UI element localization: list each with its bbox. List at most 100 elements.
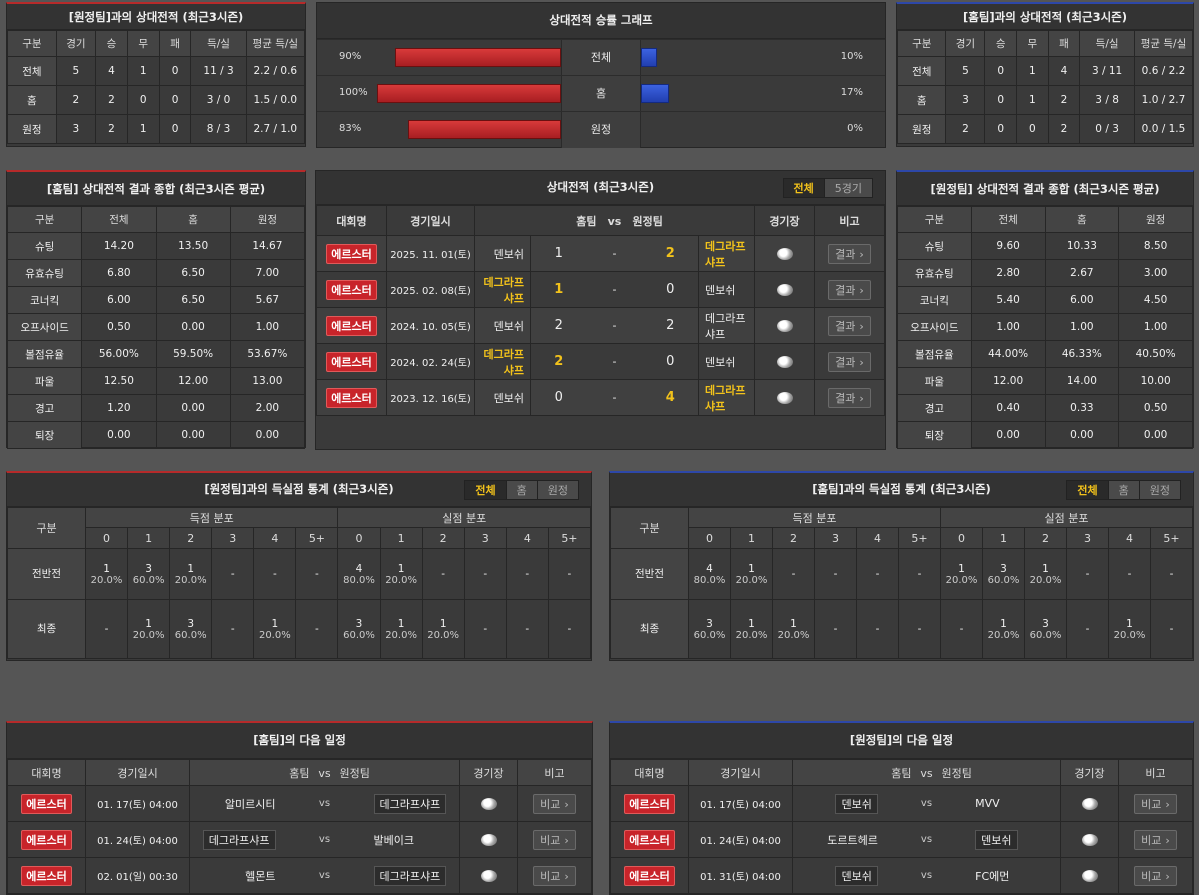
bucket-header: 1 xyxy=(379,527,423,549)
table-row: 오프사이드 0.50 0.00 1.00 xyxy=(6,313,306,341)
row-label: 슈팅 xyxy=(6,232,83,260)
dist-count: 1 xyxy=(790,617,797,630)
compare-button[interactable]: 비교 › xyxy=(533,829,576,850)
table-row: 오프사이드 1.00 1.00 1.00 xyxy=(897,313,1193,341)
tab-1[interactable]: 홈 xyxy=(1107,481,1139,499)
stadium-icon[interactable] xyxy=(480,870,497,882)
away-score: 2 xyxy=(642,235,699,272)
venue-cell xyxy=(1060,785,1119,822)
tab-0[interactable]: 전체 xyxy=(465,481,506,499)
column-header: 득/실 xyxy=(190,30,247,57)
result-button[interactable]: 결과 › xyxy=(828,387,871,408)
right-percent: 17% xyxy=(840,87,863,98)
note-cell: 비교 › xyxy=(517,857,592,894)
stadium-icon[interactable] xyxy=(1081,834,1098,846)
stat-cell: 2.00 xyxy=(229,394,306,422)
chevron-right-icon: › xyxy=(1165,833,1170,847)
dist-percent: 20.0% xyxy=(90,574,123,586)
header-row: 구분 득점 분포 실점 분포 xyxy=(610,507,1193,549)
dist-count: - xyxy=(441,568,446,580)
result-button[interactable]: 결과 › xyxy=(828,315,871,336)
result-button[interactable]: 결과 › xyxy=(828,243,871,264)
home-score: 1 xyxy=(530,235,587,272)
column-header: 무 xyxy=(126,30,160,57)
league-badge[interactable]: 에르스터 xyxy=(326,387,377,408)
dist-cell: - xyxy=(211,548,255,600)
league-badge[interactable]: 에르스터 xyxy=(21,829,72,850)
compare-button[interactable]: 비교 › xyxy=(1134,865,1177,886)
tab-2[interactable]: 원정 xyxy=(1138,481,1180,499)
dist-count: 3 xyxy=(355,617,363,630)
dist-row: 전반전 1 20.0% 3 60.0% 1 20.0% - - -4 80.0% 1 20.0% - - - - xyxy=(7,548,592,600)
league-badge[interactable]: 에르스터 xyxy=(624,793,675,814)
dist-cell: 1 20.0% xyxy=(379,599,423,659)
stat-cell: 9.60 xyxy=(970,232,1046,260)
league-badge[interactable]: 에르스터 xyxy=(624,829,675,850)
dist-cell: - xyxy=(547,599,592,659)
date-cell: 2024. 02. 24(토) xyxy=(386,343,475,380)
stat-cell: 0.00 xyxy=(155,394,231,422)
column-header: 대회명 xyxy=(7,759,86,786)
row-label: 최종 xyxy=(7,599,86,659)
away-team: 덴보쉬 xyxy=(698,271,755,308)
table-row: 전체 5 0 1 4 3 / 11 0.6 / 2.2 xyxy=(896,56,1194,86)
left-percent: 83% xyxy=(339,123,362,134)
chevron-right-icon: › xyxy=(859,391,864,405)
stat-cell: 12.50 xyxy=(81,367,157,395)
note-cell: 결과 › xyxy=(814,235,885,272)
dist-count: - xyxy=(875,623,880,635)
league-badge[interactable]: 에르스터 xyxy=(326,243,377,264)
stat-cell: 0 xyxy=(984,85,1018,115)
dist-percent: 20.0% xyxy=(385,629,417,641)
schedule-row: 에르스터 01. 24(토) 04:00 도르트헤르 vs 덴보쉬 비교 › xyxy=(610,821,1193,858)
tab-0[interactable]: 전체 xyxy=(783,179,824,197)
tab-1[interactable]: 5경기 xyxy=(823,179,872,197)
stadium-icon[interactable] xyxy=(1081,798,1098,810)
compare-button[interactable]: 비교 › xyxy=(533,793,576,814)
league-badge[interactable]: 에르스터 xyxy=(21,793,72,814)
league-badge[interactable]: 에르스터 xyxy=(326,315,377,336)
league-badge[interactable]: 에르스터 xyxy=(624,865,675,886)
stadium-icon[interactable] xyxy=(776,392,793,404)
stadium-icon[interactable] xyxy=(480,798,497,810)
compare-button[interactable]: 비교 › xyxy=(1134,793,1177,814)
h2h-home-table: 구분 경기 승 무 패 득/실 평균 득/실 전체 5 0 1 4 3 / 11 0.6 / 2.2 홈 3 0… xyxy=(896,30,1194,144)
dist-cell: 4 80.0% xyxy=(337,548,381,600)
home-team: 알미르시티 xyxy=(224,797,276,811)
column-header: 평균 득/실 xyxy=(245,30,306,57)
tab-1[interactable]: 홈 xyxy=(505,481,537,499)
stadium-icon[interactable] xyxy=(1081,870,1098,882)
stadium-icon[interactable] xyxy=(776,284,793,296)
dist-count: - xyxy=(483,568,488,580)
chevron-right-icon: › xyxy=(859,355,864,369)
stadium-icon[interactable] xyxy=(776,248,793,260)
stadium-icon[interactable] xyxy=(480,834,497,846)
compare-button[interactable]: 비교 › xyxy=(533,865,576,886)
stat-cell: 1 xyxy=(126,114,160,144)
result-button[interactable]: 결과 › xyxy=(828,351,871,372)
dist-percent: 20.0% xyxy=(258,629,291,641)
stadium-icon[interactable] xyxy=(776,320,793,332)
league-badge[interactable]: 에르스터 xyxy=(326,279,377,300)
tab-0[interactable]: 전체 xyxy=(1067,481,1108,499)
bucket-header: 4 xyxy=(253,527,297,549)
compare-button[interactable]: 비교 › xyxy=(1134,829,1177,850)
h2h-away-table: 구분 경기 승 무 패 득/실 평균 득/실 전체 5 4 1 0 11 / 3 2.2 / 0.6 홈 2 2… xyxy=(7,30,306,144)
result-button[interactable]: 결과 › xyxy=(828,279,871,300)
stadium-icon[interactable] xyxy=(776,356,793,368)
bucket-header: 4 xyxy=(1108,527,1151,549)
dist-count: 1 xyxy=(103,562,110,575)
header-vs: vs xyxy=(920,766,933,780)
tab-2[interactable]: 원정 xyxy=(536,481,578,499)
row-label: 오프사이드 xyxy=(897,313,972,341)
vs-cell: vs xyxy=(279,857,370,894)
column-header: 무 xyxy=(1016,30,1049,57)
bucket-header: 3 xyxy=(814,527,857,549)
row-label: 코너킥 xyxy=(897,286,972,314)
league-badge[interactable]: 에르스터 xyxy=(326,351,377,372)
home-team: 덴보쉬 xyxy=(835,865,878,886)
league-cell: 에르스터 xyxy=(316,379,387,416)
league-badge[interactable]: 에르스터 xyxy=(21,865,72,886)
column-header-teams: 홈팀 vs 원정팀 xyxy=(792,759,1061,786)
dist-count: - xyxy=(525,568,530,580)
